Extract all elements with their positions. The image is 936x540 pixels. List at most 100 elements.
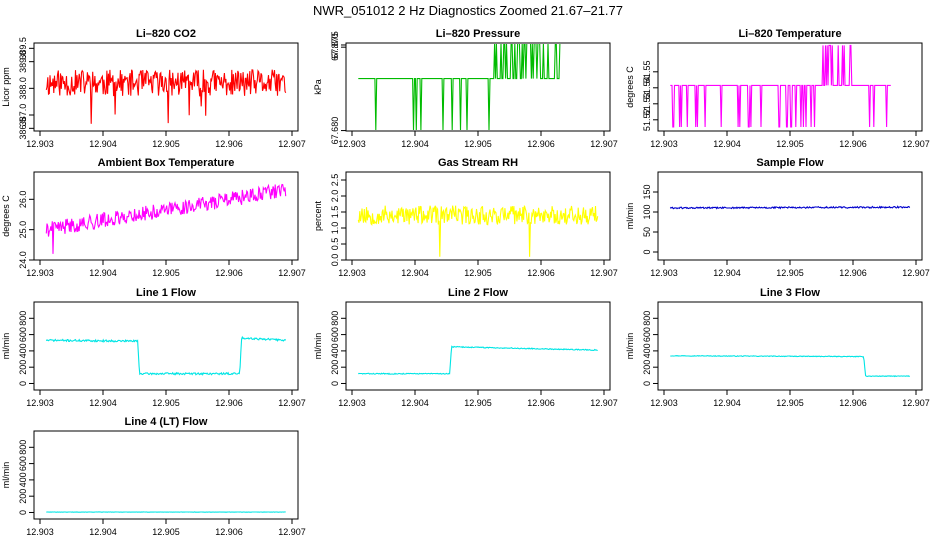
y-axis-label: percent [313, 200, 323, 231]
y-tick-label: 0.5 [330, 238, 340, 251]
x-tick-label: 12.907 [590, 139, 618, 149]
y-tick-label: 1.0 [330, 222, 340, 235]
x-tick-label: 12.904 [89, 527, 117, 537]
x-tick-label: 12.904 [713, 139, 741, 149]
series-line [670, 44, 891, 128]
x-tick-label: 12.907 [278, 527, 306, 537]
y-tick-label: 2.0 [330, 190, 340, 203]
x-tick-label: 12.907 [278, 139, 306, 149]
plot-frame [345, 42, 611, 132]
y-tick-label: 389.5 [18, 37, 28, 60]
plot-frame [345, 301, 611, 391]
panel-line2: Line 2 Flow ml/min 12.903 12.904 12.905 12.90… [313, 287, 618, 408]
panel-title: Gas Stream RH [438, 157, 518, 169]
x-tick-label: 12.904 [713, 398, 741, 408]
y-tick-label: 51.54 [642, 77, 652, 100]
panel-title: Ambient Box Temperature [98, 157, 235, 169]
y-tick-label: 800 [18, 440, 28, 455]
panel-title: Sample Flow [756, 157, 824, 169]
x-tick-label: 12.906 [215, 398, 243, 408]
x-tick-label: 12.906 [527, 268, 555, 278]
panel-line4: Line 4 (LT) Flow ml/min 12.903 12.904 12.905… [1, 416, 306, 537]
series-line [45, 335, 287, 376]
y-tick-label: 0 [330, 381, 340, 386]
x-tick-label: 12.904 [401, 139, 429, 149]
y-axis-label: ml/min [313, 333, 323, 360]
x-tick-label: 12.903 [338, 398, 366, 408]
y-tick-label: 388.0 [18, 77, 28, 100]
y-tick-label: 100 [642, 204, 652, 219]
y-tick-label: 67.680 [330, 117, 340, 145]
y-tick-label: 800 [330, 311, 340, 326]
panel-rh: Gas Stream RH percent 12.903 12.904 12.905 12… [313, 157, 618, 278]
x-tick-label: 12.903 [338, 268, 366, 278]
series-line [45, 183, 287, 254]
y-tick-label: 0 [18, 510, 28, 515]
y-tick-label: 389.0 [18, 50, 28, 73]
y-tick-label: 400 [18, 472, 28, 487]
y-tick-label: 600 [330, 327, 340, 342]
panel-ambient: Ambient Box Temperature degrees C 12.903 12… [1, 157, 306, 278]
y-tick-label: 67.870 [330, 33, 340, 61]
x-tick-label: 12.906 [527, 139, 555, 149]
panel-pressure: Li–820 Pressure kPa 12.903 12.904 12.905 12.9… [313, 28, 618, 149]
y-tick-label: 51.52 [642, 109, 652, 132]
y-axis-label: ml/min [1, 462, 11, 489]
x-tick-label: 12.903 [26, 398, 54, 408]
x-tick-label: 12.906 [839, 268, 867, 278]
y-tick-label: 600 [18, 327, 28, 342]
x-tick-label: 12.907 [902, 398, 930, 408]
panel-title: Li–820 CO2 [136, 28, 196, 40]
x-tick-label: 12.905 [776, 268, 804, 278]
x-tick-label: 12.905 [152, 268, 180, 278]
y-tick-label: 200 [18, 489, 28, 504]
x-tick-label: 12.906 [839, 139, 867, 149]
panel-title: Line 1 Flow [136, 287, 196, 299]
y-tick-label: 800 [642, 311, 652, 326]
x-tick-label: 12.904 [401, 268, 429, 278]
x-tick-label: 12.904 [89, 268, 117, 278]
y-tick-label: 24.0 [18, 251, 28, 269]
x-tick-label: 12.906 [839, 398, 867, 408]
x-tick-label: 12.903 [338, 139, 366, 149]
x-tick-label: 12.907 [590, 398, 618, 408]
x-tick-label: 12.905 [152, 527, 180, 537]
y-tick-label: 387.0 [18, 104, 28, 127]
panel-line3: Line 3 Flow ml/min 12.903 12.904 12.905 12.90… [625, 287, 930, 408]
x-tick-label: 12.905 [776, 398, 804, 408]
x-tick-label: 12.905 [152, 139, 180, 149]
series-line [45, 69, 287, 124]
panel-title: Li–820 Temperature [738, 28, 841, 40]
plot-frame [345, 171, 611, 261]
x-tick-label: 12.905 [464, 139, 492, 149]
y-axis-label: ml/min [625, 203, 635, 230]
x-tick-label: 12.903 [26, 527, 54, 537]
series-line [357, 345, 598, 376]
panel-temperature: Li–820 Temperature degrees C 12.903 12.904 1… [625, 28, 930, 149]
y-tick-label: 400 [330, 343, 340, 358]
y-tick-label: 51.55 [642, 61, 652, 84]
x-tick-label: 12.906 [527, 398, 555, 408]
y-tick-label: 386.5 [18, 117, 28, 140]
y-tick-label: 150 [642, 184, 652, 199]
x-tick-label: 12.904 [89, 139, 117, 149]
y-tick-label: 400 [642, 343, 652, 358]
x-tick-label: 12.903 [650, 268, 678, 278]
y-tick-label: 200 [18, 360, 28, 375]
x-tick-label: 12.903 [650, 139, 678, 149]
x-tick-label: 12.907 [278, 268, 306, 278]
series-line [669, 205, 911, 210]
y-tick-label: 0 [642, 249, 652, 254]
y-axis-label: Licor ppm [1, 67, 11, 107]
y-tick-label: 600 [642, 327, 652, 342]
y-tick-label: 1.5 [330, 206, 340, 219]
plot-frame [33, 430, 299, 520]
panel-title: Li–820 Pressure [436, 28, 520, 40]
x-tick-label: 12.905 [776, 139, 804, 149]
y-tick-label: 400 [18, 343, 28, 358]
x-tick-label: 12.903 [26, 139, 54, 149]
y-tick-label: 200 [330, 360, 340, 375]
x-tick-label: 12.907 [902, 268, 930, 278]
x-tick-label: 12.904 [89, 398, 117, 408]
y-axis-label: ml/min [1, 333, 11, 360]
